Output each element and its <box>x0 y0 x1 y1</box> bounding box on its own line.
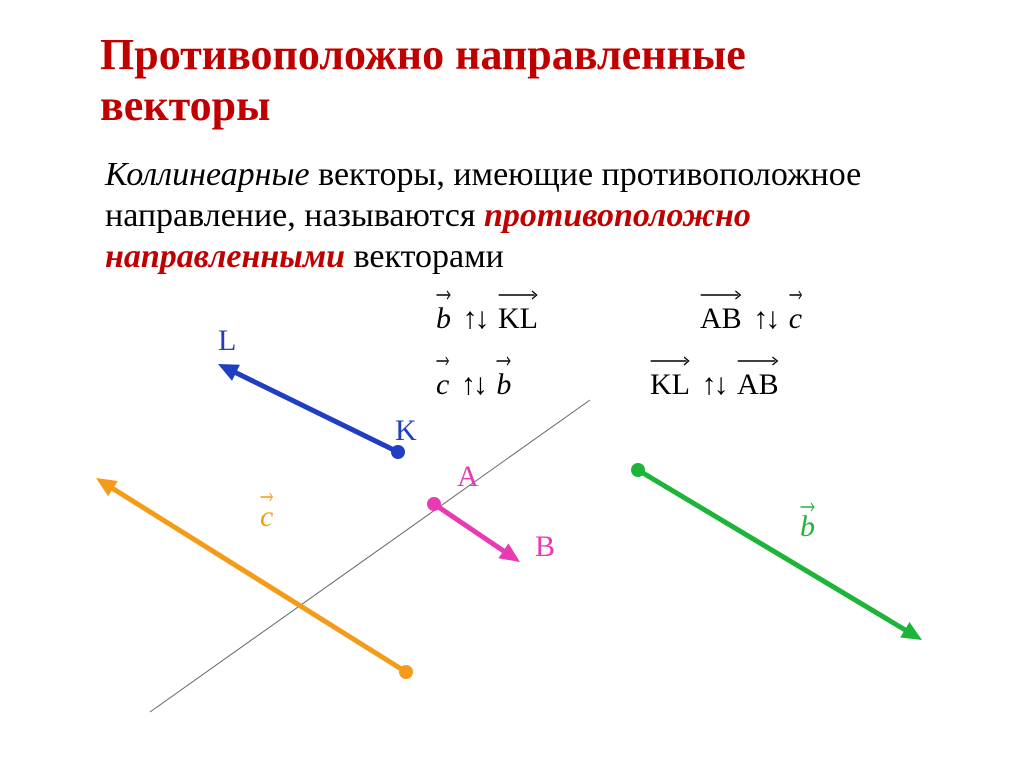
slide: Противоположно направленные векторы Колл… <box>0 0 1024 767</box>
label-B-text: B <box>535 530 555 563</box>
label-A-text: A <box>457 460 479 493</box>
label-K: K <box>395 414 417 448</box>
label-vec-c: c <box>260 500 273 534</box>
overarrow-icon <box>260 492 273 502</box>
label-L-text: L <box>218 324 236 357</box>
vector-diagram <box>0 0 1024 767</box>
overarrow-icon <box>800 502 815 512</box>
label-K-text: K <box>395 414 417 447</box>
label-L: L <box>218 324 236 358</box>
label-c-text: c <box>260 500 273 533</box>
label-A: A <box>457 460 479 494</box>
label-vec-b: b <box>800 510 815 544</box>
label-b-text: b <box>800 510 815 543</box>
label-B: B <box>535 530 555 564</box>
